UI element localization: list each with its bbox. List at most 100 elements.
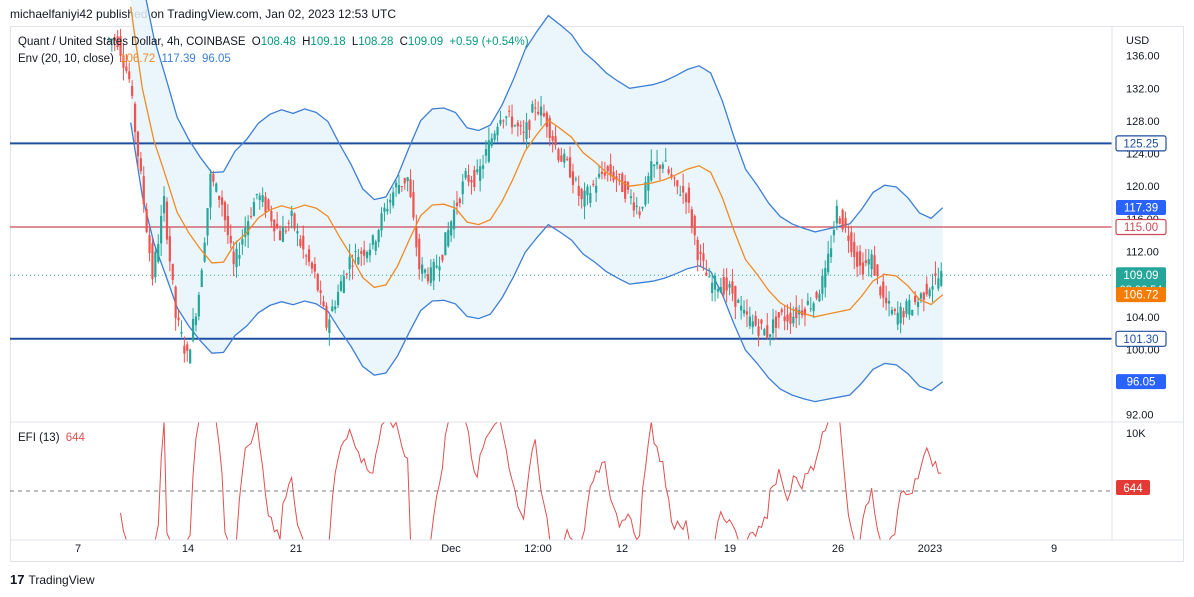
candle-body [774,316,778,328]
candle [537,101,540,116]
candle-body [827,253,830,273]
candle [597,164,601,179]
candle-body [861,262,865,275]
candle [418,233,421,280]
candle-body [394,182,398,188]
candle-body [447,229,450,247]
candle-body [119,36,122,56]
candle [690,206,693,234]
candle-body [513,125,517,127]
candle [653,163,656,178]
candle [249,207,253,220]
candle-body [212,174,215,182]
candle-body [142,176,145,205]
candle [861,252,865,280]
candle [197,291,200,321]
candle-body [661,164,664,169]
candle-body [615,176,618,180]
candle-body [258,195,261,201]
candle-body [566,158,569,160]
candle-body [357,256,360,265]
candle-body [244,228,247,238]
candle [421,257,424,282]
candle [655,149,659,170]
candle-body [696,239,699,261]
legend-high-label: H [302,36,311,48]
candle-body [305,255,308,257]
candle [751,314,754,335]
candle [771,308,775,341]
candle-body [803,308,807,316]
candle [673,176,676,187]
candle-body [629,196,633,199]
candle [592,179,595,187]
candle-body [853,241,856,258]
candle-body [281,226,285,242]
candle-body [786,314,789,322]
candle-body [377,230,380,243]
price-tick-label: 112.00 [1126,246,1159,258]
candle [908,294,911,320]
candle-body [658,165,662,169]
hline-tag-125.25-bg [1115,135,1167,152]
tag-basis: 106.72 [1116,287,1166,303]
candle [914,291,917,305]
candle [432,258,435,291]
candle [708,267,711,278]
candle-body [870,254,873,270]
candle [644,176,647,207]
tradingview-logo-icon: 17 [10,572,25,587]
candle-body [174,286,177,318]
candle [461,173,464,205]
candle [766,313,769,340]
candle [302,225,305,259]
candle-body [632,202,635,211]
candle [203,237,206,263]
legend-open: 108.48 [260,36,296,48]
candle [841,208,844,233]
efi-line [120,420,942,541]
candle [618,173,621,186]
candle [864,248,867,267]
price-tags: 125.25115.00101.30117.39109.0903:06:5410… [1115,135,1167,495]
candle [154,245,157,283]
candle [887,291,891,317]
candle-body [545,112,548,128]
candle-body [525,122,528,140]
tradingview-logo[interactable]: 17 TradingView [10,572,95,587]
candle [542,104,546,118]
candle-body [937,278,940,289]
candle-body [365,251,369,259]
candle [783,305,786,331]
candle [763,327,766,337]
hline-tag-125.25: 125.25 [1115,135,1167,152]
envelope-legend: Env (20, 10, close) 106.72 117.39 96.05 [18,53,234,65]
candle [873,245,876,276]
candle [287,219,290,232]
candle-body [568,157,572,178]
candle [931,273,934,303]
candle-body [905,301,908,314]
candle-body [679,194,682,196]
candle-body [531,104,534,113]
candle-body [841,209,844,230]
candle-body [934,273,937,276]
candle-body [218,195,221,200]
candle-body [168,236,171,262]
candle-body [252,202,256,217]
candle-body [203,242,206,262]
candle [334,300,337,314]
candle-body [783,316,786,322]
candle [687,182,691,214]
candle-body [348,256,351,270]
candle-body [322,301,325,307]
candle [508,105,511,118]
candle [276,211,279,230]
candle [177,309,180,327]
candle [223,200,227,232]
candle [600,161,604,180]
candle-body [429,267,432,283]
candle-body [664,160,667,162]
candle [328,314,331,346]
